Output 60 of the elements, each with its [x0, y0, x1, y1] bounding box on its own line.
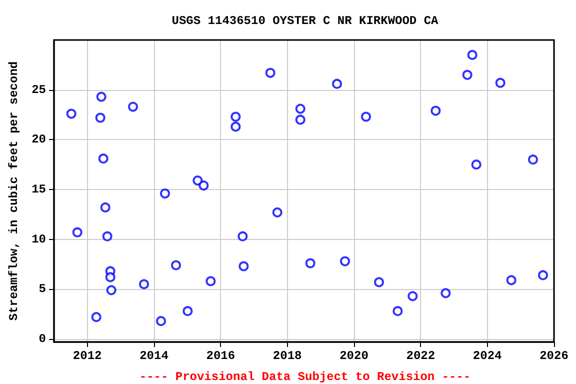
point: [374, 277, 384, 288]
point: [106, 285, 116, 296]
point: [171, 260, 181, 270]
point: [95, 112, 106, 123]
point: [230, 112, 241, 122]
point: [295, 114, 306, 125]
y-tick-label: 0: [38, 332, 46, 346]
point: [538, 270, 548, 280]
point: [66, 108, 76, 119]
point: [361, 112, 371, 122]
chart-title: USGS 11436510 OYSTER C NR KIRKWOOD CA: [172, 14, 440, 28]
point: [340, 256, 350, 266]
point: [128, 102, 138, 112]
point: [462, 70, 472, 80]
point: [471, 160, 482, 170]
y-tick-label: 10: [32, 232, 46, 246]
point: [198, 180, 209, 191]
point: [91, 312, 102, 322]
point: [332, 78, 342, 89]
x-tick-label: 2018: [272, 349, 302, 363]
x-tick-label: 2012: [72, 349, 102, 363]
point: [408, 291, 418, 302]
y-tick-label: 20: [32, 132, 46, 147]
point: [265, 68, 276, 78]
point: [238, 231, 248, 242]
y-tick-label: 25: [32, 82, 46, 97]
point: [96, 92, 106, 102]
point: [100, 202, 110, 212]
point: [105, 272, 116, 282]
point: [72, 227, 82, 238]
point: [139, 279, 149, 290]
point: [392, 306, 403, 316]
point: [102, 231, 112, 242]
text: ---- Provisional Data Subject to Revision ----: [139, 370, 471, 384]
point: [295, 104, 306, 114]
x-tick-label: 2022: [406, 349, 436, 363]
point: [506, 275, 516, 286]
y-tick-label: 15: [32, 182, 46, 197]
point: [230, 122, 241, 132]
x-tick-label: 2020: [340, 349, 368, 363]
x-tick-label: 2014: [140, 349, 168, 363]
point: [156, 316, 166, 326]
y-tick-label: 5: [38, 282, 46, 296]
point: [440, 288, 451, 298]
point: [192, 176, 203, 186]
x-tick-label: 2016: [206, 349, 236, 363]
y-axis-title: Streamflow, in cubic feet per second: [7, 61, 21, 321]
point: [495, 78, 506, 88]
point: [98, 154, 108, 164]
x-tick-label: 2026: [540, 349, 568, 363]
point: [206, 276, 216, 286]
point: [182, 306, 193, 316]
point: [528, 154, 538, 165]
point: [272, 207, 282, 218]
x-tick-label: 2024: [472, 349, 502, 363]
point: [430, 106, 441, 116]
point: [467, 50, 478, 60]
point: [238, 261, 249, 272]
point: [305, 258, 316, 268]
point: [160, 188, 170, 198]
